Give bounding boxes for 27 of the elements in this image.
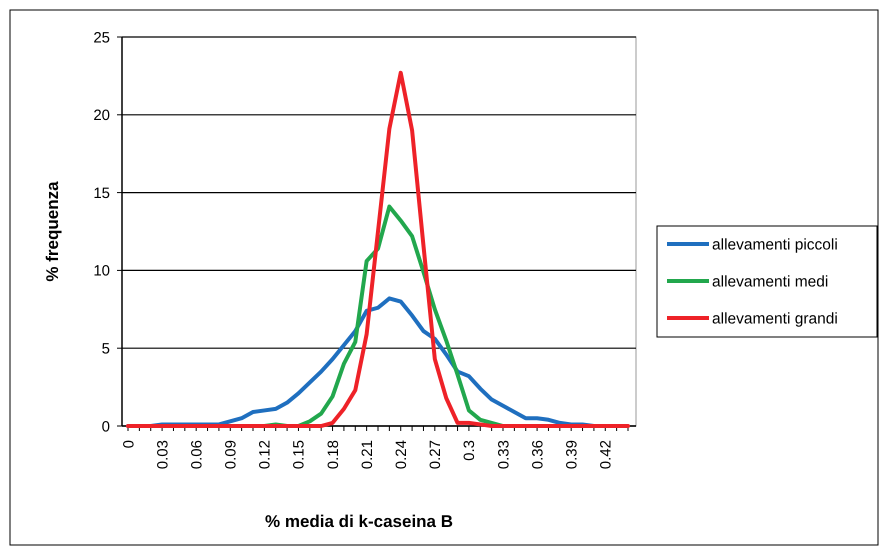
- x-tick-label: 0.42: [598, 440, 615, 470]
- y-tick-label: 5: [102, 340, 110, 358]
- x-tick-label: 0.33: [495, 440, 512, 470]
- x-tick-label: 0.27: [427, 440, 444, 470]
- x-tick-label: 0.36: [529, 440, 546, 470]
- x-tick-label: 0.24: [392, 440, 410, 470]
- y-tick-label: 20: [93, 107, 110, 124]
- legend-label: allevamenti grandi: [712, 310, 838, 328]
- x-tick-label: 0.21: [358, 440, 376, 470]
- x-tick-label: 0.15: [290, 440, 308, 470]
- x-tick-label: 0.12: [256, 440, 274, 470]
- x-tick-label: 0.39: [563, 440, 580, 470]
- x-tick-label: 0.03: [154, 440, 172, 470]
- y-tick-label: 0: [102, 418, 110, 436]
- legend-label: allevamenti piccoli: [712, 236, 838, 254]
- y-tick-label: 25: [93, 29, 110, 46]
- x-axis-title: % media di k-caseina B: [264, 512, 454, 531]
- x-tick-label: 0: [120, 440, 138, 448]
- x-tick-label: 0.06: [188, 440, 206, 470]
- x-tick-label: 0.18: [324, 440, 342, 470]
- y-tick-label: 10: [93, 262, 110, 280]
- y-tick-label: 15: [93, 184, 110, 202]
- x-tick-label: 0.3: [461, 440, 478, 461]
- x-tick-label: 0.09: [222, 440, 240, 470]
- legend-label: allevamenti medi: [712, 273, 828, 290]
- y-axis-title: % frequenza: [43, 180, 62, 282]
- line-series: [126, 70, 630, 428]
